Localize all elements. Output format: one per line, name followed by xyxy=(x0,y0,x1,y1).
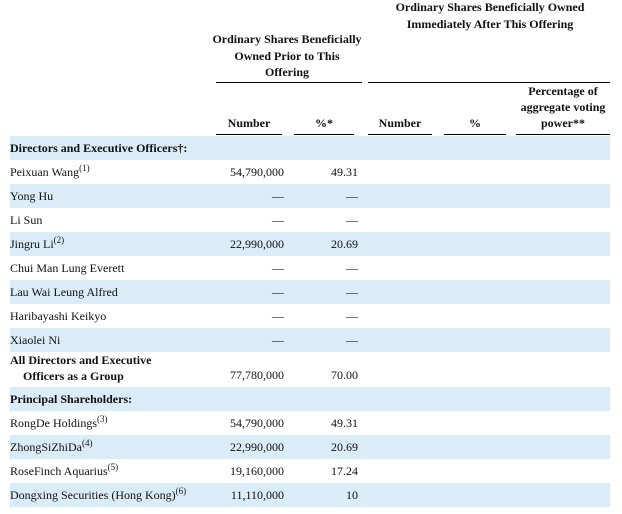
shareholder-name: Xiaolei Ni xyxy=(10,333,61,347)
table-row: Dongxing Securities (Hong Kong)(6) 11,11… xyxy=(10,483,610,507)
shares-number: — xyxy=(272,309,284,323)
shareholder-name: Dongxing Securities (Hong Kong)(6) xyxy=(10,486,187,503)
shares-percent: — xyxy=(346,261,358,275)
shares-number: 19,160,000 xyxy=(230,464,284,478)
table-row: Yong Hu — — xyxy=(10,184,610,208)
shareholder-name: RongDe Holdings(3) xyxy=(10,414,108,431)
table-row: Peixuan Wang(1) 54,790,000 49.31 xyxy=(10,160,610,184)
table-row: RoseFinch Aquarius(5) 19,160,000 17.24 xyxy=(10,459,610,483)
shares-number: 22,990,000 xyxy=(230,440,284,454)
col-number: Number xyxy=(227,116,271,130)
shareholder-name: Lau Wai Leung Alfred xyxy=(10,285,118,299)
shareholder-name: Jingru Li(2) xyxy=(10,235,65,252)
shares-percent: 20.69 xyxy=(331,237,358,251)
col-percent: %* xyxy=(315,116,333,130)
group-percent: 70.00 xyxy=(331,368,358,382)
shares-number: — xyxy=(272,213,284,227)
section-principal-row: Principal Shareholders: xyxy=(10,387,610,411)
shareholder-name: Yong Hu xyxy=(10,189,54,203)
section-directors-row: Directors and Executive Officers†: xyxy=(10,136,610,160)
shares-percent: — xyxy=(346,333,358,347)
table-row: Xiaolei Ni — — xyxy=(10,328,610,352)
table-row: Li Sun — — xyxy=(10,208,610,232)
table-row: Lau Wai Leung Alfred — — xyxy=(10,280,610,304)
shares-percent: 49.31 xyxy=(331,416,358,430)
shares-number: — xyxy=(272,189,284,203)
group-label: All Directors and Executive Officers as … xyxy=(10,353,152,383)
shareholder-name: RoseFinch Aquarius(5) xyxy=(10,462,119,479)
section-directors-label: Directors and Executive Officers†: xyxy=(10,141,188,155)
shareholder-name: Li Sun xyxy=(10,213,43,227)
table-row: Haribayashi Keikyo — — xyxy=(10,304,610,328)
shareholder-name: Peixuan Wang(1) xyxy=(10,163,90,180)
col-percent-after-underline xyxy=(444,134,506,135)
col-voting-power: Percentage of aggregate voting power** xyxy=(520,84,606,130)
group-number: 77,780,000 xyxy=(230,368,284,382)
shares-number: 11,110,000 xyxy=(230,488,284,502)
col-number-underline xyxy=(216,134,282,135)
shares-number: 54,790,000 xyxy=(230,416,284,430)
header-prior-underline xyxy=(216,82,362,83)
shares-percent: 49.31 xyxy=(331,165,358,179)
header-after-underline xyxy=(368,82,610,83)
shares-percent: — xyxy=(346,213,358,227)
shares-percent: 17.24 xyxy=(331,464,358,478)
shares-number: — xyxy=(272,261,284,275)
shares-number: 22,990,000 xyxy=(230,237,284,251)
col-percent-underline xyxy=(294,134,354,135)
shareholder-name: Chui Man Lung Everett xyxy=(10,261,125,275)
header-prior-to-offering: Ordinary Shares Beneficially Owned Prior… xyxy=(212,32,362,79)
group-total-row: All Directors and Executive Officers as … xyxy=(10,352,610,386)
shares-number: — xyxy=(272,333,284,347)
section-principal-label: Principal Shareholders: xyxy=(10,392,133,406)
shares-percent: 10 xyxy=(346,488,358,502)
header-after-offering: Ordinary Shares Beneficially Owned Immed… xyxy=(395,0,585,31)
table-row: ZhongSiZhiDa(4) 22,990,000 20.69 xyxy=(10,435,610,459)
shares-percent: 20.69 xyxy=(331,440,358,454)
shares-percent: — xyxy=(346,309,358,323)
col-voting-underline xyxy=(516,134,610,135)
shareholder-name: ZhongSiZhiDa(4) xyxy=(10,438,93,455)
col-percent-after: % xyxy=(469,116,481,130)
shares-number: 54,790,000 xyxy=(230,165,284,179)
col-number-after: Number xyxy=(378,116,422,130)
shares-percent: — xyxy=(346,189,358,203)
col-number-after-underline xyxy=(368,134,432,135)
table-row: Jingru Li(2) 22,990,000 20.69 xyxy=(10,232,610,256)
shares-percent: — xyxy=(346,285,358,299)
table-row: Chui Man Lung Everett — — xyxy=(10,256,610,280)
shareholder-name: Haribayashi Keikyo xyxy=(10,309,107,323)
shares-number: — xyxy=(272,285,284,299)
table-row: RongDe Holdings(3) 54,790,000 49.31 xyxy=(10,411,610,435)
